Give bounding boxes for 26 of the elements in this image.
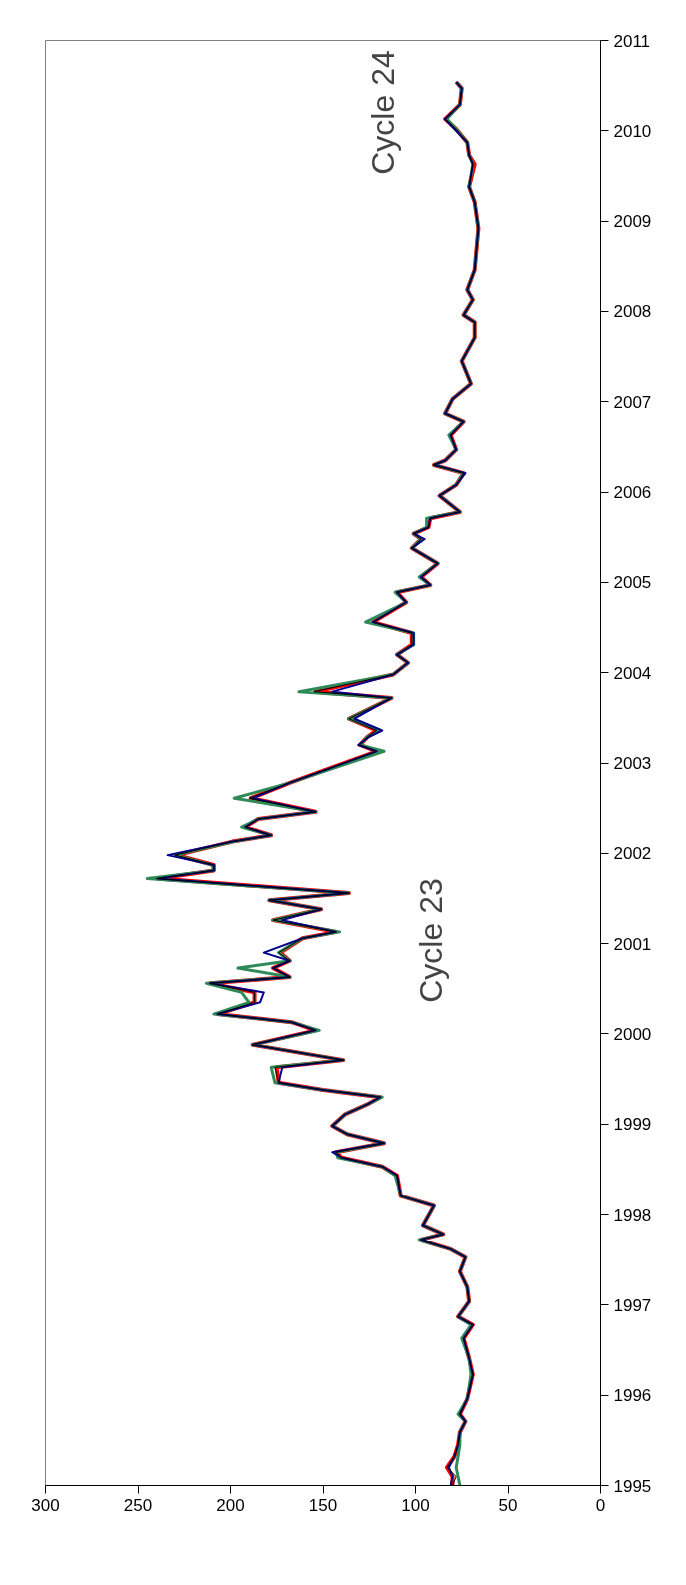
y-tick-label: 2011 [613,31,651,51]
y-tick-label: 2007 [613,392,652,412]
y-tick-label: 1995 [613,1476,652,1496]
y-tick-label: 1996 [613,1386,652,1406]
y-tick-label: 1998 [613,1205,652,1225]
y-tick-label: 2002 [613,844,652,864]
annotation: Cycle 24 [364,50,401,175]
y-tick-label: 2008 [613,302,652,322]
y-tick-label: 2004 [613,663,652,683]
y-tick-label: 1997 [613,1295,652,1315]
y-tick-label: 2006 [613,483,652,503]
y-tick-label: 2010 [613,121,652,141]
y-tick-label: 2000 [613,1024,652,1044]
x-tick-label: 150 [308,1495,338,1515]
y-tick-label: 2005 [613,573,652,593]
y-tick-label: 2009 [613,212,652,232]
x-tick-label: 250 [123,1495,153,1515]
x-tick-label: 200 [216,1495,245,1515]
y-tick-label: 1999 [613,1115,652,1135]
x-tick-label: 100 [401,1495,430,1515]
x-tick-label: 300 [31,1495,60,1515]
annotation: Cycle 23 [412,878,449,1003]
x-tick-label: 50 [498,1495,518,1515]
y-tick-label: 2001 [613,934,652,954]
y-tick-label: 2003 [613,754,652,773]
x-tick-label: 0 [595,1495,606,1515]
